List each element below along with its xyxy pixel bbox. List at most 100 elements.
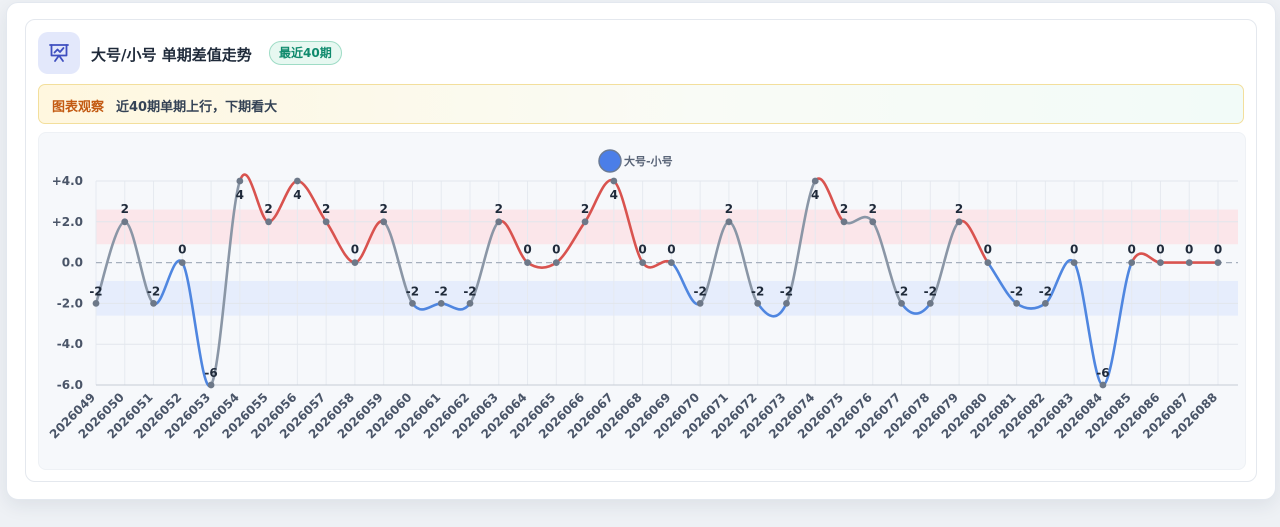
data-point <box>293 177 301 185</box>
data-label: 2 <box>840 202 848 216</box>
data-label: -2 <box>780 284 793 298</box>
data-label: 0 <box>552 243 560 257</box>
data-point <box>495 218 503 226</box>
data-point <box>409 300 416 307</box>
y-tick-label: -2.0 <box>57 296 83 310</box>
series-segment <box>698 220 731 305</box>
data-point <box>811 177 819 185</box>
series-segment <box>468 220 501 305</box>
y-tick-label: 0.0 <box>62 256 83 270</box>
data-label: 4 <box>236 188 244 202</box>
data-label: -2 <box>751 284 764 298</box>
data-label: 0 <box>667 243 675 257</box>
data-point <box>121 218 129 226</box>
data-label: 0 <box>638 243 646 257</box>
data-label: -2 <box>406 284 419 298</box>
data-point <box>869 218 877 226</box>
data-point <box>984 259 992 266</box>
data-label: 2 <box>264 202 272 216</box>
series-segment <box>238 173 270 224</box>
data-point <box>725 218 733 226</box>
data-point <box>1214 259 1222 266</box>
series-segment <box>181 261 213 388</box>
chart-title: 大号/小号 单期差值走势 <box>91 46 252 64</box>
data-point <box>1070 259 1078 266</box>
data-point <box>380 218 388 226</box>
data-label: -2 <box>895 284 908 298</box>
data-point <box>1041 300 1049 307</box>
data-label: 0 <box>1070 243 1078 257</box>
series-segment <box>209 179 242 387</box>
data-point <box>322 218 330 226</box>
data-label: 2 <box>869 202 877 216</box>
legend-marker <box>598 149 622 173</box>
data-point <box>1013 300 1021 307</box>
data-label: -2 <box>924 284 937 298</box>
series-segment <box>1072 261 1105 387</box>
series-segment <box>382 220 414 305</box>
data-label: 2 <box>725 202 733 216</box>
data-label: 0 <box>1128 243 1136 257</box>
y-tick-label: +4.0 <box>52 174 83 188</box>
data-point <box>437 300 445 307</box>
series-segment <box>929 220 961 305</box>
data-point <box>783 300 790 307</box>
data-point <box>351 259 359 266</box>
data-label: -6 <box>204 366 217 380</box>
series-segment <box>94 220 127 305</box>
data-label: -2 <box>1039 284 1052 298</box>
data-point <box>552 259 560 266</box>
data-label: 0 <box>523 243 531 257</box>
data-point <box>265 218 273 226</box>
data-point <box>1128 259 1136 266</box>
data-point <box>754 300 762 307</box>
series-segment <box>785 179 817 305</box>
legend-label: 大号-小号 <box>624 154 673 168</box>
series-segment <box>1101 261 1133 387</box>
data-label: 4 <box>811 188 819 202</box>
insight-label: 图表观察 <box>52 100 105 115</box>
series-segment <box>612 179 644 264</box>
data-label: 2 <box>322 202 330 216</box>
trend-chart: +4.0 +2.0 0.0 -2.0 -4.0 -6.0 -2 2 -2 0 -6 4 2 4 2 0 2 -2 -… <box>47 149 1238 441</box>
data-label: -2 <box>89 284 102 298</box>
data-label: 2 <box>380 202 388 216</box>
y-tick-label: +2.0 <box>52 215 83 229</box>
data-label: 4 <box>610 188 618 202</box>
series-segment <box>526 261 558 269</box>
data-label: 0 <box>351 243 359 257</box>
data-label: -2 <box>463 284 476 298</box>
data-label: 2 <box>495 202 503 216</box>
band-negative <box>96 280 1238 316</box>
data-point <box>92 300 100 307</box>
data-label: 0 <box>984 243 992 257</box>
data-point <box>236 177 244 185</box>
data-point <box>955 218 963 226</box>
data-label: 2 <box>581 202 589 216</box>
data-point <box>581 218 589 226</box>
data-label: -6 <box>1096 366 1109 380</box>
series-segment <box>727 220 759 305</box>
outer-panel: 大号/小号 单期差值走势 最近40期 图表观察 近40期单期上行，下期看大 +4… <box>6 2 1276 500</box>
series-segment <box>900 302 932 315</box>
data-label: -2 <box>435 284 448 298</box>
data-label: -2 <box>693 284 706 298</box>
data-point <box>667 259 675 266</box>
data-point <box>1157 259 1164 266</box>
data-point <box>696 300 704 307</box>
data-point <box>150 300 157 307</box>
data-label: -2 <box>147 284 160 298</box>
data-point <box>524 259 531 266</box>
data-label: 4 <box>293 188 301 202</box>
insight-banner: 图表观察 近40期单期上行，下期看大 <box>38 84 1244 124</box>
y-tick-label: -6.0 <box>57 378 83 392</box>
data-point <box>1185 259 1193 266</box>
series-segment <box>756 302 788 318</box>
data-point <box>639 259 647 266</box>
series-segment <box>871 220 903 305</box>
data-label: 0 <box>1156 243 1164 257</box>
presentation-chart-icon <box>38 32 80 74</box>
data-point <box>898 300 905 307</box>
band-positive <box>96 209 1238 245</box>
insight-text: 近40期单期上行，下期看大 <box>116 100 278 115</box>
